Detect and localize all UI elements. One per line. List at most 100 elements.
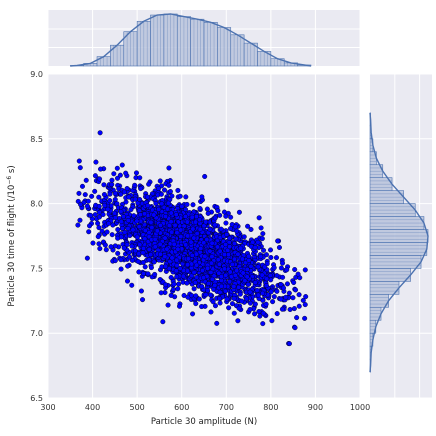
scatter-point bbox=[235, 318, 241, 324]
scatter-point bbox=[278, 282, 284, 288]
scatter-point bbox=[246, 253, 252, 259]
scatter-point bbox=[167, 259, 173, 265]
right-marginal-panel bbox=[369, 73, 432, 399]
scatter-point bbox=[273, 255, 279, 261]
scatter-point bbox=[101, 192, 107, 198]
x-axis-label: Particle 30 amplitude (N) bbox=[151, 417, 257, 427]
scatter-point bbox=[292, 325, 298, 331]
scatter-point bbox=[233, 236, 239, 242]
scatter-point bbox=[175, 286, 181, 292]
scatter-point bbox=[115, 227, 121, 233]
scatter-point bbox=[291, 306, 297, 312]
scatter-point bbox=[227, 279, 233, 285]
scatter-point bbox=[158, 191, 164, 197]
scatter-points bbox=[75, 130, 309, 347]
scatter-point bbox=[227, 244, 233, 250]
scatter-point bbox=[137, 212, 143, 218]
x-tick-label: 600 bbox=[174, 403, 189, 412]
scatter-point bbox=[190, 311, 196, 317]
scatter-point bbox=[276, 244, 282, 250]
scatter-point bbox=[263, 252, 269, 258]
scatter-point bbox=[159, 201, 165, 207]
scatter-point bbox=[201, 240, 207, 246]
scatter-point bbox=[140, 250, 146, 256]
scatter-point bbox=[146, 246, 152, 252]
scatter-point bbox=[208, 260, 214, 266]
scatter-point bbox=[250, 239, 256, 245]
scatter-point bbox=[222, 252, 228, 258]
scatter-point bbox=[96, 203, 102, 209]
scatter-point bbox=[88, 212, 94, 218]
scatter-point bbox=[269, 318, 275, 324]
scatter-point bbox=[90, 240, 96, 246]
scatter-point bbox=[267, 273, 273, 279]
scatter-point bbox=[170, 287, 176, 293]
scatter-point bbox=[280, 260, 286, 266]
scatter-point bbox=[125, 263, 131, 269]
scatter-point bbox=[226, 305, 232, 311]
scatter-point bbox=[244, 274, 250, 280]
scatter-point bbox=[193, 251, 199, 257]
scatter-point bbox=[121, 214, 127, 220]
scatter-point bbox=[87, 223, 93, 229]
scatter-point bbox=[224, 197, 230, 203]
scatter-point bbox=[295, 271, 301, 277]
scatter-point bbox=[130, 227, 136, 233]
scatter-point bbox=[177, 193, 183, 199]
scatter-point bbox=[133, 170, 139, 176]
scatter-point bbox=[202, 253, 208, 259]
scatter-point bbox=[252, 245, 258, 251]
scatter-point bbox=[137, 242, 143, 248]
scatter-point bbox=[286, 290, 292, 296]
scatter-point bbox=[256, 215, 262, 221]
scatter-point bbox=[192, 280, 198, 286]
scatter-point bbox=[112, 258, 118, 264]
scatter-point bbox=[115, 250, 121, 256]
scatter-point bbox=[162, 254, 168, 260]
scatter-point bbox=[119, 225, 125, 231]
scatter-point bbox=[203, 219, 209, 225]
scatter-point bbox=[280, 274, 286, 280]
scatter-point bbox=[142, 228, 148, 234]
scatter-point bbox=[302, 315, 308, 321]
scatter-point bbox=[95, 234, 101, 240]
scatter-point bbox=[199, 268, 205, 274]
scatter-point bbox=[223, 220, 229, 226]
scatter-point bbox=[124, 242, 130, 248]
scatter-point bbox=[257, 313, 263, 319]
scatter-point bbox=[92, 173, 98, 179]
scatter-point bbox=[76, 158, 82, 164]
scatter-point bbox=[205, 281, 211, 287]
scatter-point bbox=[161, 187, 167, 193]
scatter-point bbox=[237, 291, 243, 297]
scatter-point bbox=[140, 271, 146, 277]
x-tick-label: 1000 bbox=[350, 403, 370, 412]
scatter-point bbox=[224, 231, 230, 237]
scatter-point bbox=[293, 287, 299, 293]
scatter-point bbox=[184, 219, 190, 225]
scatter-point bbox=[183, 194, 189, 200]
x-tick-label: 700 bbox=[219, 403, 234, 412]
scatter-point bbox=[212, 215, 218, 221]
y-axis-label-base: /10 bbox=[7, 185, 17, 199]
scatter-point bbox=[152, 244, 158, 250]
scatter-point bbox=[286, 341, 292, 347]
scatter-point bbox=[78, 202, 84, 208]
scatter-point bbox=[102, 242, 108, 248]
scatter-point bbox=[76, 190, 82, 196]
scatter-point bbox=[188, 239, 194, 245]
scatter-point bbox=[283, 294, 289, 300]
y-tick-label: 8.5 bbox=[30, 135, 43, 144]
scatter-point bbox=[209, 240, 215, 246]
scatter-point bbox=[255, 239, 261, 245]
scatter-point bbox=[185, 233, 191, 239]
scatter-point bbox=[185, 256, 191, 262]
scatter-point bbox=[92, 188, 98, 194]
scatter-point bbox=[165, 302, 171, 308]
scatter-point bbox=[112, 243, 118, 249]
scatter-point bbox=[117, 172, 123, 178]
scatter-point bbox=[194, 231, 200, 237]
scatter-point bbox=[118, 191, 124, 197]
scatter-point bbox=[85, 198, 91, 204]
scatter-point bbox=[231, 241, 237, 247]
